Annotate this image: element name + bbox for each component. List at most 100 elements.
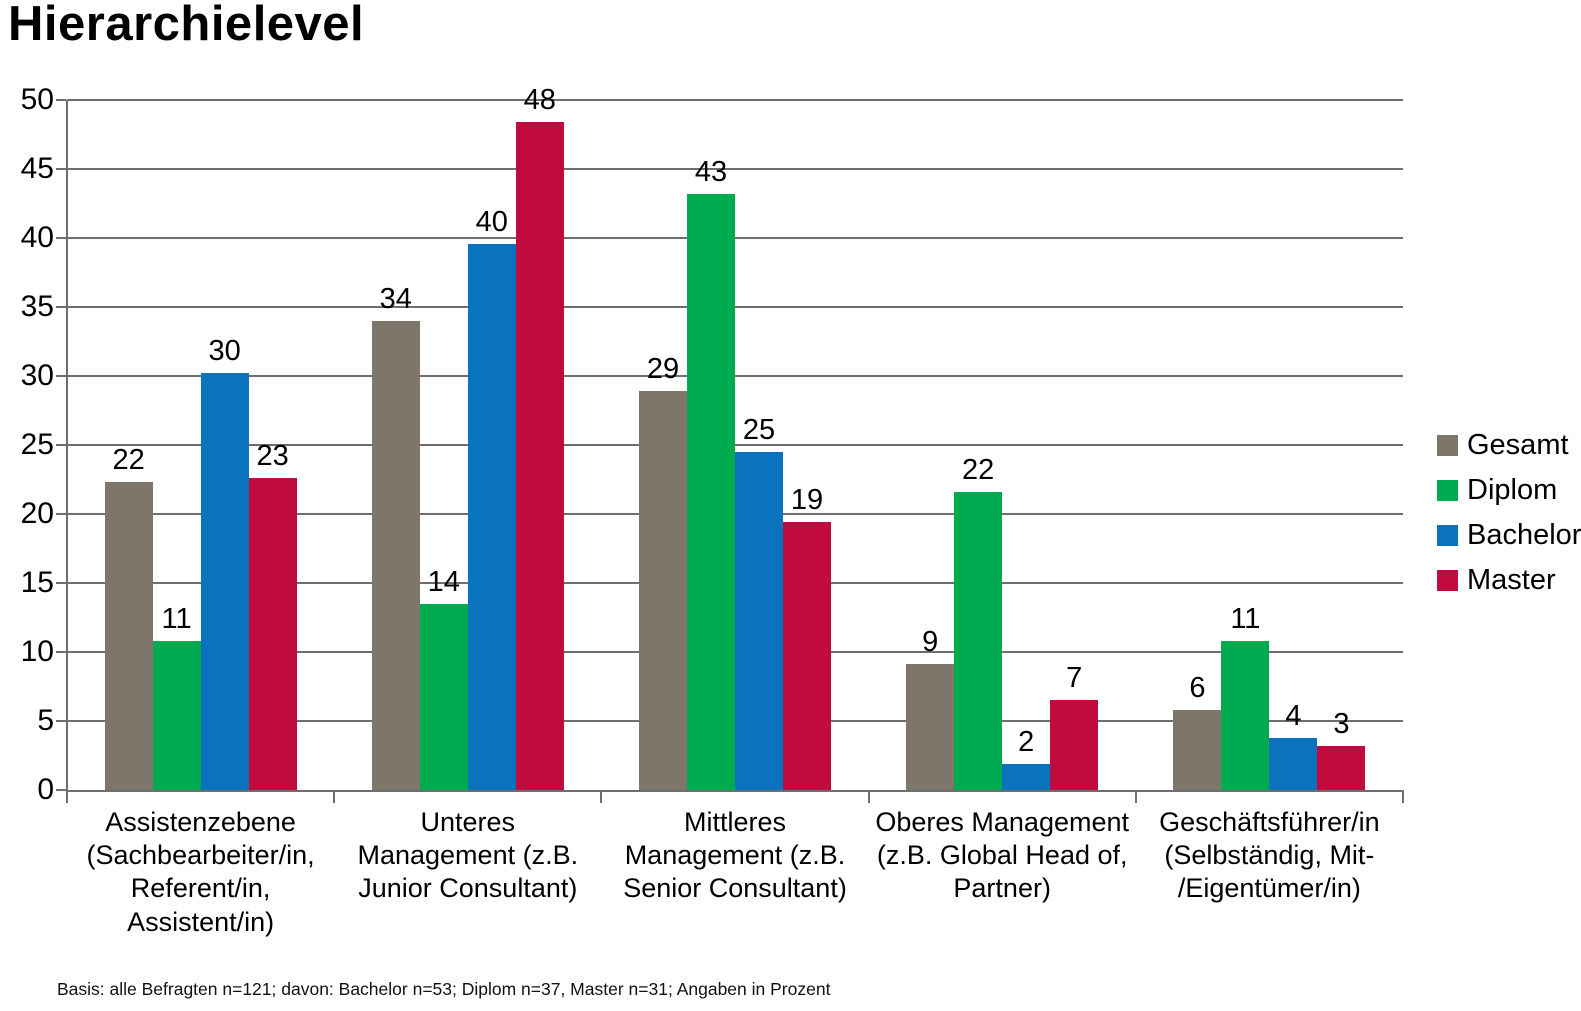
legend-label: Gesamt xyxy=(1467,429,1569,461)
bar-value-label: 30 xyxy=(208,335,241,368)
legend-item-gesamt: Gesamt xyxy=(1437,429,1581,461)
y-axis-tick xyxy=(56,582,66,584)
y-axis-tick xyxy=(56,375,66,377)
y-axis-tick xyxy=(56,237,66,239)
category-label: Unteres Management (z.B. Junior Consulta… xyxy=(357,807,579,904)
bar-diplom: 43 xyxy=(686,156,735,790)
y-axis-tick xyxy=(56,720,66,722)
chart-title: Hierarchielevel xyxy=(8,0,365,51)
legend-label: Bachelor xyxy=(1467,519,1581,551)
bar-group: 9 22 2 7 xyxy=(869,100,1136,790)
bar-value-label: 14 xyxy=(427,565,460,598)
y-axis-tick-label: 50 xyxy=(20,83,54,116)
legend-label: Master xyxy=(1467,564,1556,596)
bar-bachelor: 4 xyxy=(1269,700,1318,790)
bar-value-label: 40 xyxy=(475,205,508,238)
bar-value-label: 22 xyxy=(962,453,995,486)
bar-master: 7 xyxy=(1050,662,1099,790)
bar-diplom: 14 xyxy=(419,566,468,790)
x-axis-line xyxy=(66,790,1404,792)
bar-diplom: 11 xyxy=(1221,603,1270,790)
bar-value-label: 48 xyxy=(523,84,556,117)
y-axis-tick xyxy=(56,651,66,653)
plot-area: 22 11 30 23 34 14 40 48 29 43 25 19 9 22 2 7 6 11 4 3 xyxy=(56,84,1404,803)
y-axis-tick xyxy=(56,444,66,446)
bar-value-label: 29 xyxy=(646,353,680,386)
legend-label: Diplom xyxy=(1467,474,1558,506)
category-label: Assistenzebene (Sachbearbeiter/in, Refer… xyxy=(86,807,315,937)
bar-master: 19 xyxy=(782,484,831,790)
bar-group: 34 14 40 48 xyxy=(334,84,601,790)
bar-value-label: 34 xyxy=(379,282,412,315)
legend-swatch-icon xyxy=(1437,435,1458,456)
category-label: Oberes Management (z.B. Global Head of, … xyxy=(875,807,1129,904)
gridline xyxy=(67,306,1403,308)
bar-value-label: 7 xyxy=(1066,662,1083,695)
bar-value-label: 6 xyxy=(1189,671,1206,704)
bar-gesamt: 29 xyxy=(638,353,687,790)
bar-diplom: 11 xyxy=(152,603,201,790)
y-axis-tick-label: 10 xyxy=(20,635,54,668)
y-axis-tick-label: 20 xyxy=(20,497,54,530)
bar-value-label: 11 xyxy=(161,602,192,635)
bar-value-label: 2 xyxy=(1018,725,1035,758)
bar-bachelor: 40 xyxy=(467,206,516,790)
legend-swatch-icon xyxy=(1437,525,1458,546)
bar-master: 3 xyxy=(1317,708,1366,790)
y-axis-tick-label: 15 xyxy=(20,566,54,599)
gridline xyxy=(67,237,1403,239)
y-axis-tick-label: 45 xyxy=(20,152,54,185)
bar-master: 48 xyxy=(515,84,564,790)
bar-value-label: 9 xyxy=(922,626,939,659)
bar-bachelor: 2 xyxy=(1002,726,1051,790)
bar-diplom: 22 xyxy=(954,454,1003,790)
bar-bachelor: 30 xyxy=(200,335,249,790)
y-axis-tick-label: 0 xyxy=(37,773,54,806)
bar-value-label: 25 xyxy=(742,413,776,446)
y-axis-tick-label: 40 xyxy=(20,221,54,254)
bar-value-label: 22 xyxy=(112,444,145,477)
y-axis: 0 5 10 15 20 25 30 35 40 45 50 xyxy=(0,85,54,805)
bar-master: 23 xyxy=(248,440,297,790)
y-axis-tick-label: 35 xyxy=(20,290,54,323)
bar-gesamt: 6 xyxy=(1173,672,1222,790)
y-axis-tick xyxy=(56,168,66,170)
x-axis-tick xyxy=(66,792,68,803)
legend-swatch-icon xyxy=(1437,480,1458,501)
bar-gesamt: 9 xyxy=(906,626,955,790)
gridline xyxy=(67,444,1403,446)
bar-value-label: 23 xyxy=(256,440,289,473)
bar-value-label: 4 xyxy=(1285,699,1302,732)
bar-gesamt: 22 xyxy=(104,444,153,790)
x-axis-tick xyxy=(333,792,336,803)
x-axis-tick xyxy=(1402,792,1404,803)
bar-value-label: 3 xyxy=(1333,707,1350,740)
y-axis-tick-label: 30 xyxy=(20,359,54,392)
gridline xyxy=(67,168,1403,170)
x-axis-tick xyxy=(867,792,870,803)
y-axis-tick-label: 25 xyxy=(20,428,54,461)
y-axis-tick xyxy=(56,99,66,101)
gridline xyxy=(67,375,1403,377)
bar-group: 22 11 30 23 xyxy=(67,100,334,790)
footer-note: Basis: alle Befragten n=121; davon: Bach… xyxy=(57,979,831,999)
bar-value-label: 19 xyxy=(790,484,824,517)
gridline xyxy=(67,99,1403,101)
bar-value-label: 11 xyxy=(1230,602,1261,635)
legend-item-diplom: Diplom xyxy=(1437,474,1581,506)
category-label: Geschäftsführer/in (Selbständig, Mit- /E… xyxy=(1159,807,1380,904)
bar-gesamt: 34 xyxy=(371,283,420,790)
bar-group: 6 11 4 3 xyxy=(1136,100,1403,790)
y-axis-tick-label: 5 xyxy=(37,704,54,737)
x-axis-tick xyxy=(1134,792,1137,803)
x-axis-tick xyxy=(600,792,603,803)
y-axis-tick xyxy=(56,306,66,308)
bar-group: 29 43 25 19 xyxy=(601,100,868,790)
y-axis-tick xyxy=(56,789,66,791)
legend-item-master: Master xyxy=(1437,564,1581,596)
legend-swatch-icon xyxy=(1437,570,1458,591)
category-label: Mittleres Management (z.B. Senior Consul… xyxy=(623,807,847,904)
y-axis-tick xyxy=(56,513,66,515)
bar-bachelor: 25 xyxy=(734,414,783,790)
